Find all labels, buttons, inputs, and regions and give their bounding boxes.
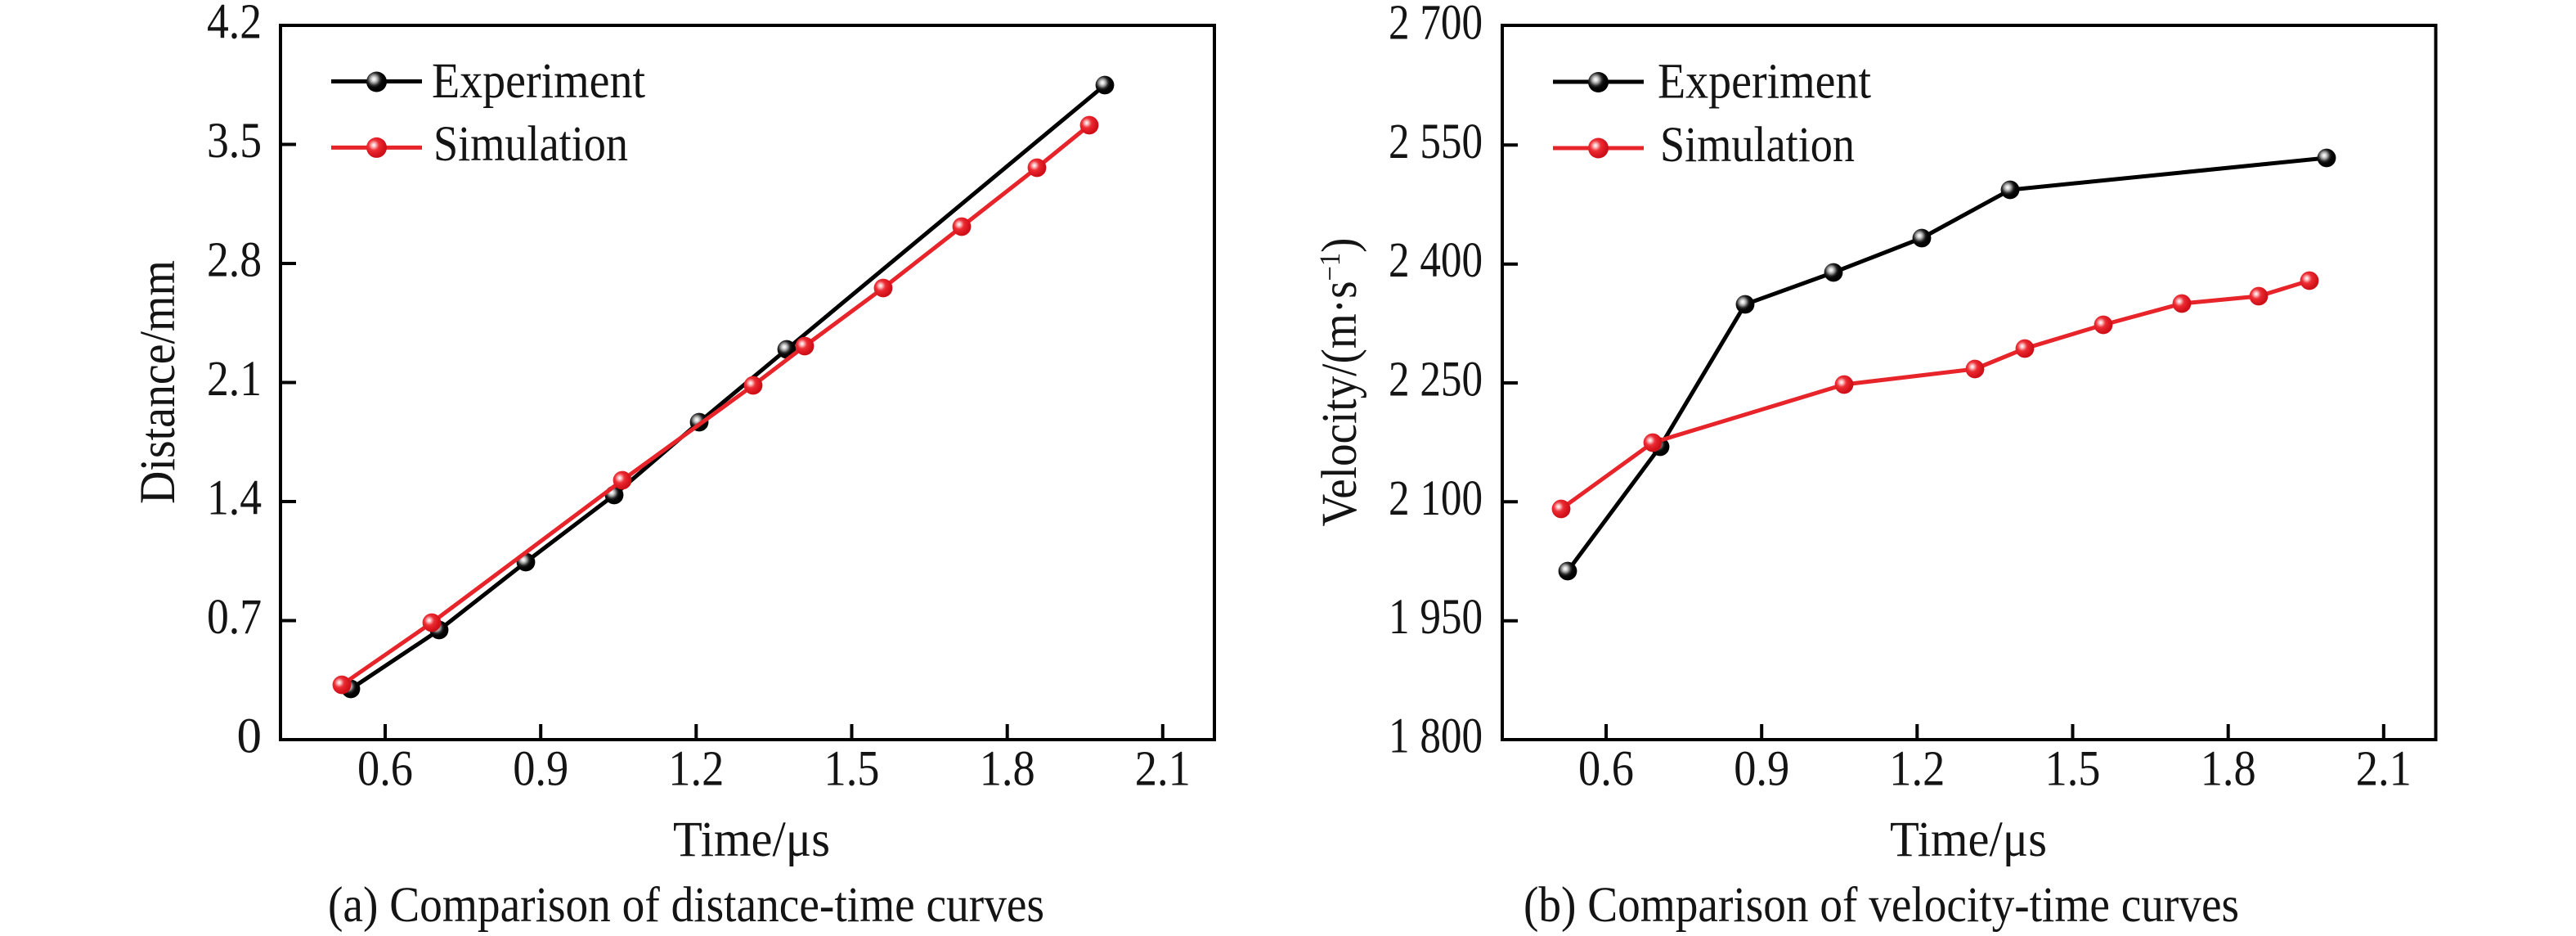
svg-text:2.1: 2.1 (2356, 742, 2412, 797)
svg-text:Simulation: Simulation (433, 117, 628, 172)
svg-text:0: 0 (237, 709, 263, 764)
svg-text:Velocity/(m·s−1): Velocity/(m·s−1) (1313, 238, 1367, 527)
svg-text:Experiment: Experiment (1658, 55, 1871, 110)
svg-text:0.7: 0.7 (207, 590, 262, 645)
svg-text:1.2: 1.2 (1889, 742, 1945, 797)
svg-text:3.5: 3.5 (207, 114, 262, 169)
svg-text:1 800: 1 800 (1389, 709, 1483, 764)
svg-text:2 250: 2 250 (1389, 353, 1483, 407)
svg-text:2.1: 2.1 (1135, 742, 1191, 797)
svg-text:0.6: 0.6 (357, 742, 413, 797)
svg-text:1 950: 1 950 (1389, 590, 1483, 645)
svg-text:0.9: 0.9 (1734, 742, 1789, 797)
svg-text:2 400: 2 400 (1389, 233, 1483, 288)
svg-text:1.5: 1.5 (2045, 742, 2101, 797)
svg-text:2 550: 2 550 (1389, 115, 1483, 169)
svg-text:2.1: 2.1 (207, 352, 262, 407)
svg-text:Simulation: Simulation (1660, 118, 1855, 173)
svg-text:Experiment: Experiment (432, 54, 645, 109)
svg-text:4.2: 4.2 (207, 0, 262, 50)
svg-text:(b) Comparison of velocity-tim: (b) Comparison of velocity-time curves (1524, 878, 2239, 933)
svg-text:2 700: 2 700 (1389, 0, 1483, 51)
svg-text:0.6: 0.6 (1578, 742, 1634, 797)
svg-text:1.8: 1.8 (980, 742, 1035, 797)
svg-text:1.5: 1.5 (824, 742, 880, 797)
svg-text:Time/μs: Time/μs (1890, 812, 2047, 867)
svg-text:2.8: 2.8 (207, 233, 262, 288)
svg-text:1.8: 1.8 (2201, 742, 2256, 797)
svg-text:Distance/mm: Distance/mm (131, 260, 186, 504)
svg-text:(a) Comparison of distance-tim: (a) Comparison of distance-time curves (328, 878, 1044, 933)
svg-text:1.4: 1.4 (207, 471, 262, 526)
svg-text:1.2: 1.2 (668, 742, 724, 797)
svg-text:Time/μs: Time/μs (673, 812, 830, 867)
svg-text:2 100: 2 100 (1389, 471, 1483, 526)
svg-text:0.9: 0.9 (513, 742, 568, 797)
